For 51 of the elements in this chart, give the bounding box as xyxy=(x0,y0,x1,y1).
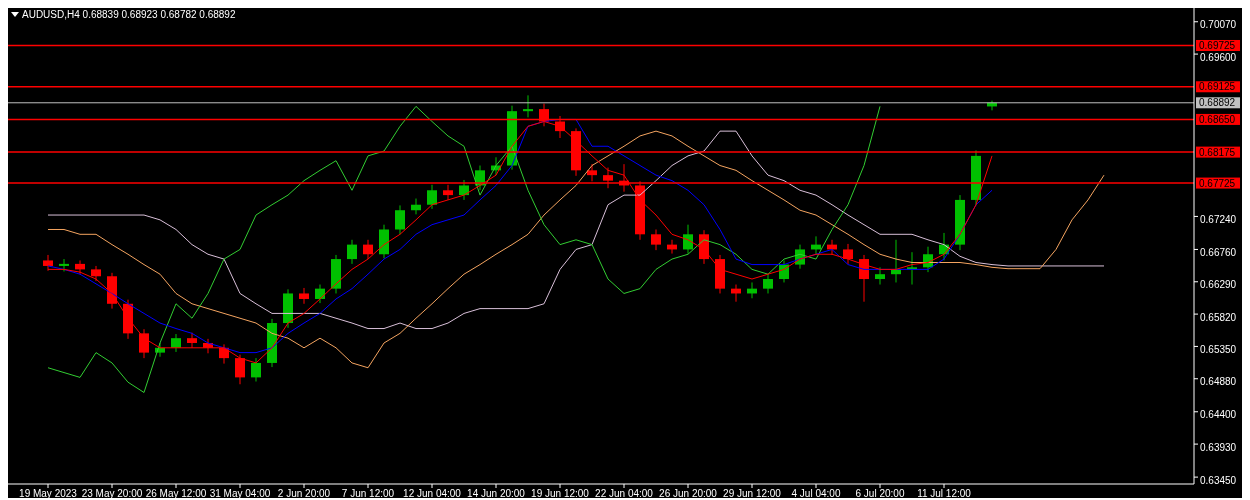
candlestick xyxy=(395,204,405,235)
x-tick-label: 2 Jun 20:00 xyxy=(277,488,331,499)
ref-line-label: 0.68175 xyxy=(1199,146,1236,158)
y-tick-label: 0.63930 xyxy=(1200,441,1237,453)
line-series xyxy=(47,130,1105,330)
y-tick-label: 0.64400 xyxy=(1200,409,1237,421)
y-tick-label: 0.64880 xyxy=(1200,376,1237,388)
ref-line-label: 0.67725 xyxy=(1199,177,1236,189)
candlestick xyxy=(411,198,421,215)
candlestick xyxy=(363,239,373,260)
chart-title: AUDUSD,H4 0.68839 0.68923 0.68782 0.68892 xyxy=(22,9,236,20)
candlestick xyxy=(427,184,437,210)
candlestick xyxy=(251,357,261,383)
x-tick-label: 29 Jun 12:00 xyxy=(723,488,782,499)
ref-line-label: 0.68892 xyxy=(1199,97,1236,109)
y-tick-label: 0.65350 xyxy=(1200,343,1237,355)
candlestick xyxy=(299,287,309,305)
x-tick-label: 4 Jul 04:00 xyxy=(791,488,841,499)
candlestick xyxy=(315,284,325,304)
candlestick xyxy=(763,273,773,294)
candlestick xyxy=(347,239,357,265)
candlestick xyxy=(139,328,149,359)
candlestick xyxy=(75,259,85,275)
x-tick-label: 26 Jun 20:00 xyxy=(659,488,718,499)
candlestick xyxy=(459,179,469,201)
candlestick xyxy=(523,94,533,118)
ref-line-label: 0.69725 xyxy=(1199,39,1236,51)
x-tick-label: 14 Jun 20:00 xyxy=(467,488,526,499)
candlestick xyxy=(651,228,661,251)
line-series xyxy=(47,105,881,394)
ref-line-label: 0.69125 xyxy=(1199,81,1236,93)
x-tick-label: 7 Jun 12:00 xyxy=(341,488,395,499)
candlestick xyxy=(683,224,693,255)
y-tick-label: 0.70070 xyxy=(1200,19,1237,31)
y-tick-label: 0.69600 xyxy=(1200,51,1237,63)
x-tick-label: 19 Jun 12:00 xyxy=(531,488,590,499)
y-tick-label: 0.66290 xyxy=(1200,279,1237,291)
x-tick-label: 22 Jun 04:00 xyxy=(595,488,654,499)
x-tick-label: 11 Jul 12:00 xyxy=(917,488,972,499)
y-tick-label: 0.65820 xyxy=(1200,311,1237,323)
line-series xyxy=(47,130,1105,369)
candlestick xyxy=(875,266,885,286)
candlestick xyxy=(187,332,197,349)
y-tick-label: 0.67240 xyxy=(1200,213,1237,225)
x-tick-label: 12 Jun 04:00 xyxy=(403,488,462,499)
candlestick xyxy=(843,243,853,265)
x-tick-label: 6 Jul 20:00 xyxy=(855,488,905,499)
y-tick-label: 0.66760 xyxy=(1200,246,1237,258)
ref-line-label: 0.68650 xyxy=(1199,113,1236,125)
y-tick-label: 0.63450 xyxy=(1200,474,1237,486)
candlestick xyxy=(59,258,69,272)
